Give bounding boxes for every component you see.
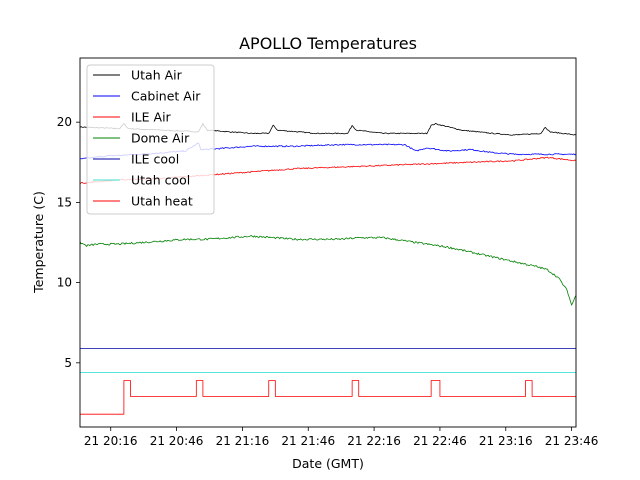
legend-label-dome-air: Dome Air bbox=[131, 131, 190, 146]
x-tick-label: 21 20:16 bbox=[84, 434, 138, 448]
legend-label-utah-air: Utah Air bbox=[131, 68, 183, 83]
chart-title: APOLLO Temperatures bbox=[239, 34, 417, 53]
y-tick-label: 15 bbox=[57, 195, 72, 209]
x-tick-label: 21 23:16 bbox=[479, 434, 533, 448]
x-tick-label: 21 22:16 bbox=[347, 434, 401, 448]
x-tick-label: 21 21:46 bbox=[281, 434, 335, 448]
x-axis-label: Date (GMT) bbox=[292, 456, 364, 471]
x-axis-ticks: 21 20:16 21 20:46 21 21:16 21 21:46 21 22:16… bbox=[84, 427, 599, 448]
legend-label-cabinet-air: Cabinet Air bbox=[131, 89, 201, 104]
x-tick-label: 21 23:46 bbox=[545, 434, 599, 448]
series-line-utah-heat bbox=[80, 380, 576, 415]
x-tick-label: 21 22:46 bbox=[413, 434, 467, 448]
plot-frame bbox=[79, 57, 577, 428]
y-axis-ticks: 5 10 15 20 bbox=[57, 115, 80, 370]
y-tick-label: 10 bbox=[57, 276, 72, 290]
legend-label-utah-heat: Utah heat bbox=[131, 194, 193, 209]
x-tick-label: 21 21:16 bbox=[216, 434, 270, 448]
legend-label-utah-cool: Utah cool bbox=[131, 173, 190, 188]
series-line-dome-air bbox=[80, 235, 576, 306]
x-tick-label: 21 20:46 bbox=[150, 434, 204, 448]
y-axis-label: Temperature (C) bbox=[31, 191, 46, 294]
y-tick-label: 20 bbox=[57, 115, 72, 129]
legend: Utah Air Cabinet Air ILE Air Dome Air ILE co… bbox=[86, 64, 215, 215]
legend-label-ile-air: ILE Air bbox=[131, 110, 172, 125]
legend-label-ile-cool: ILE cool bbox=[131, 152, 179, 167]
legend-box bbox=[86, 64, 215, 215]
y-tick-label: 5 bbox=[64, 356, 72, 370]
